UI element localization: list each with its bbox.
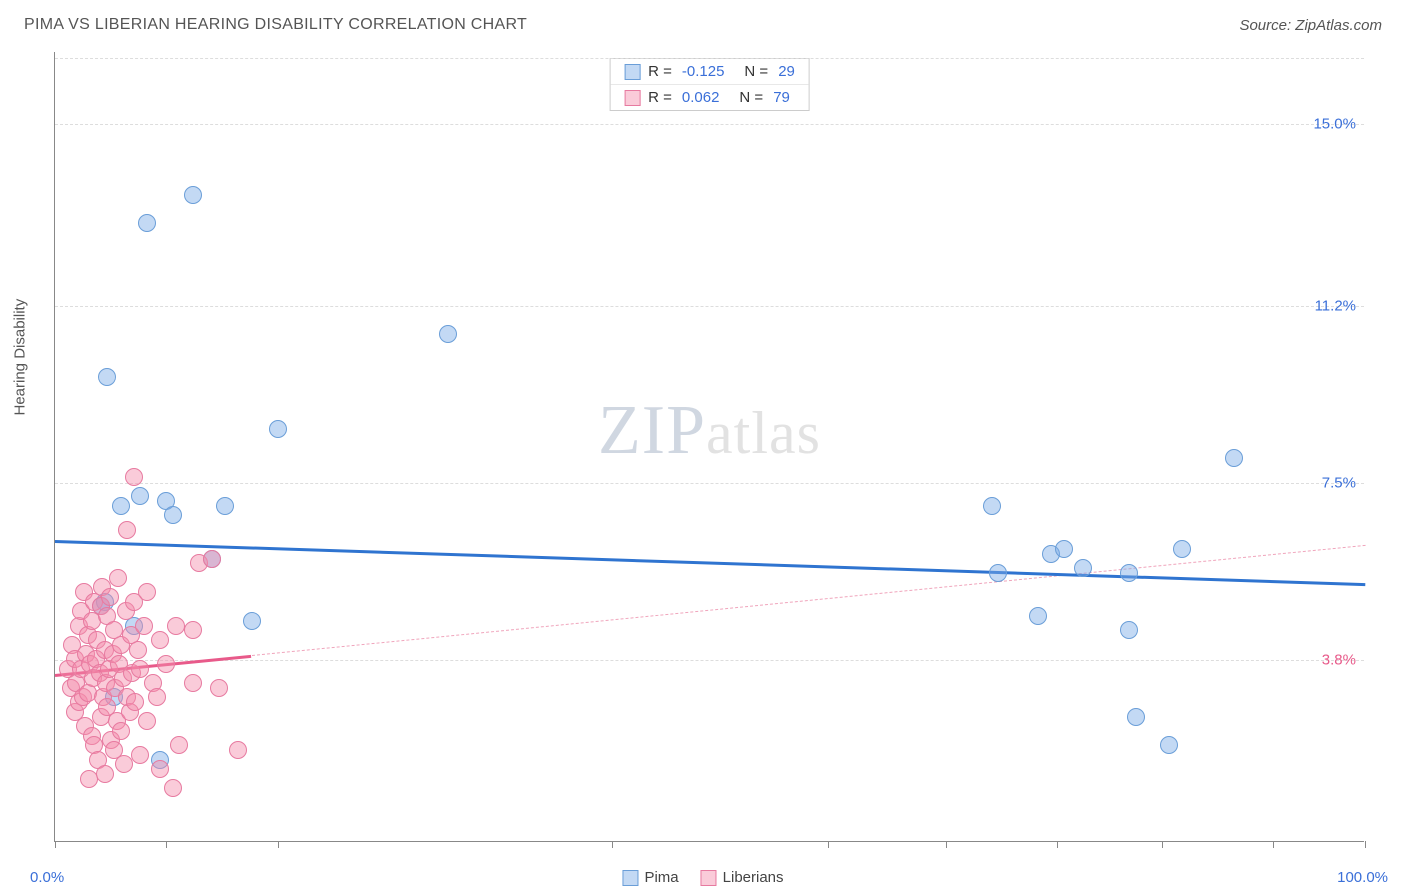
stat-r-value: 0.062: [682, 89, 720, 106]
data-point: [164, 779, 182, 797]
correlation-legend: R = -0.125 N = 29 R = 0.062 N = 79: [609, 58, 810, 111]
data-point: [1120, 621, 1138, 639]
stat-n-label: N =: [739, 89, 763, 106]
watermark: ZIPatlas: [598, 391, 821, 471]
data-point: [138, 214, 156, 232]
stat-r-label: R =: [648, 89, 672, 106]
data-point: [167, 617, 185, 635]
data-point: [112, 722, 130, 740]
gridline: [55, 306, 1364, 307]
data-point: [112, 497, 130, 515]
legend-item: Liberians: [701, 869, 784, 886]
x-tick: [1162, 841, 1163, 848]
data-point: [1120, 564, 1138, 582]
chart-source: Source: ZipAtlas.com: [1239, 17, 1382, 34]
trend-line: [251, 545, 1365, 656]
data-point: [131, 746, 149, 764]
scatter-plot: ZIPatlas R = -0.125 N = 29 R = 0.062 N = 79 3.8…: [54, 52, 1364, 842]
data-point: [118, 521, 136, 539]
watermark-atlas: atlas: [706, 400, 821, 466]
y-axis-label: Hearing Disability: [12, 299, 29, 416]
data-point: [439, 325, 457, 343]
data-point: [125, 468, 143, 486]
y-tick-label: 7.5%: [1322, 474, 1356, 491]
series-legend: Pima Liberians: [622, 869, 783, 886]
chart-title: PIMA VS LIBERIAN HEARING DISABILITY CORR…: [24, 16, 527, 34]
data-point: [1029, 607, 1047, 625]
stat-r-label: R =: [648, 63, 672, 80]
legend-swatch: [622, 870, 638, 886]
watermark-zip: ZIP: [598, 392, 706, 469]
data-point: [164, 506, 182, 524]
data-point: [1173, 540, 1191, 558]
legend-label: Liberians: [723, 869, 784, 886]
chart-header: PIMA VS LIBERIAN HEARING DISABILITY CORR…: [0, 0, 1406, 44]
y-tick-label: 11.2%: [1315, 297, 1356, 314]
legend-swatch: [624, 64, 640, 80]
data-point: [1225, 449, 1243, 467]
x-axis-min: 0.0%: [30, 869, 64, 886]
stat-n-label: N =: [744, 63, 768, 80]
legend-swatch: [701, 870, 717, 886]
legend-stat-row: R = 0.062 N = 79: [610, 85, 809, 110]
data-point: [138, 583, 156, 601]
data-point: [148, 688, 166, 706]
data-point: [131, 660, 149, 678]
data-point: [101, 588, 119, 606]
data-point: [269, 420, 287, 438]
x-tick: [1057, 841, 1058, 848]
data-point: [983, 497, 1001, 515]
x-tick: [278, 841, 279, 848]
x-tick: [946, 841, 947, 848]
data-point: [115, 755, 133, 773]
legend-item: Pima: [622, 869, 678, 886]
y-tick-label: 15.0%: [1313, 115, 1356, 132]
data-point: [989, 564, 1007, 582]
x-tick: [612, 841, 613, 848]
legend-label: Pima: [644, 869, 678, 886]
data-point: [151, 760, 169, 778]
data-point: [243, 612, 261, 630]
gridline: [55, 660, 1364, 661]
data-point: [109, 569, 127, 587]
data-point: [135, 617, 153, 635]
x-tick: [828, 841, 829, 848]
x-tick: [1365, 841, 1366, 848]
data-point: [1160, 736, 1178, 754]
data-point: [203, 550, 221, 568]
y-tick-label: 3.8%: [1322, 652, 1356, 669]
data-point: [98, 368, 116, 386]
stat-n-value: 29: [778, 63, 795, 80]
legend-swatch: [624, 90, 640, 106]
x-tick: [55, 841, 56, 848]
gridline: [55, 124, 1364, 125]
data-point: [131, 487, 149, 505]
data-point: [151, 631, 169, 649]
data-point: [1127, 708, 1145, 726]
x-tick: [1273, 841, 1274, 848]
legend-stat-row: R = -0.125 N = 29: [610, 59, 809, 85]
chart-container: Hearing Disability ZIPatlas R =-0.125N =…: [24, 52, 1382, 842]
x-axis-max: 100.0%: [1337, 869, 1388, 886]
data-point: [157, 655, 175, 673]
gridline: [55, 483, 1364, 484]
data-point: [184, 186, 202, 204]
data-point: [129, 641, 147, 659]
data-point: [1055, 540, 1073, 558]
data-point: [210, 679, 228, 697]
stat-r-value: -0.125: [682, 63, 725, 80]
data-point: [184, 621, 202, 639]
x-tick: [166, 841, 167, 848]
stat-n-value: 79: [773, 89, 790, 106]
data-point: [1074, 559, 1092, 577]
data-point: [170, 736, 188, 754]
data-point: [184, 674, 202, 692]
data-point: [216, 497, 234, 515]
data-point: [229, 741, 247, 759]
gridline: [55, 58, 1364, 59]
data-point: [126, 693, 144, 711]
data-point: [96, 765, 114, 783]
data-point: [138, 712, 156, 730]
